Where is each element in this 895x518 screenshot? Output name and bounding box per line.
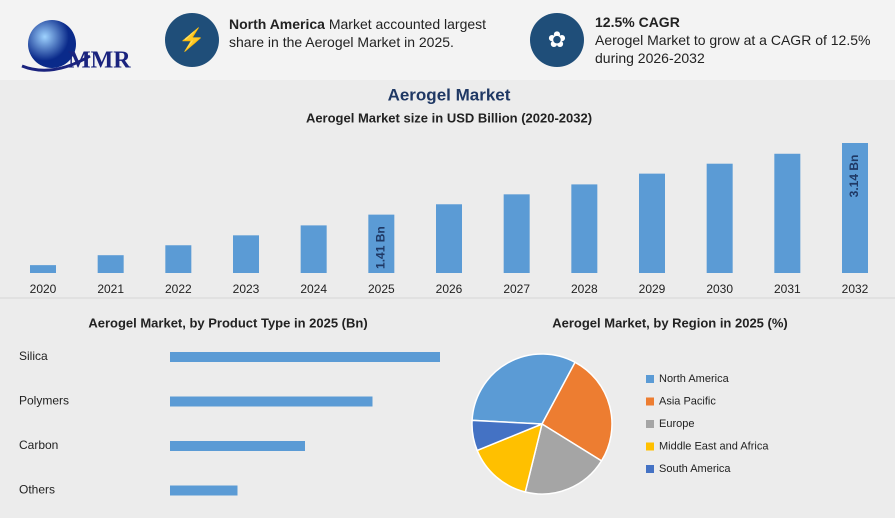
x-tick-label: 2026 [436, 282, 463, 296]
bar [30, 265, 56, 273]
bar [368, 214, 395, 273]
legend-swatch [646, 442, 654, 451]
legend-label: Europe [659, 418, 694, 430]
bar [503, 194, 530, 273]
bar [170, 485, 238, 496]
legend-label: Middle East and Africa [659, 440, 769, 452]
legend-label: Asia Pacific [659, 395, 716, 407]
x-tick-label: 2021 [97, 282, 124, 296]
category-label: Others [19, 483, 55, 497]
chart-subtitle: Aerogel Market size in USD Billion (2020… [306, 110, 592, 125]
x-tick-label: 2027 [503, 282, 530, 296]
logo-text: MMR [68, 48, 131, 74]
bar [842, 143, 868, 273]
pie-slice [524, 422, 603, 495]
info-card: North America Market accounted largest s… [229, 15, 509, 51]
pie-slice [471, 353, 577, 425]
chart-title: Aerogel Market [388, 85, 511, 104]
bar [436, 204, 462, 273]
card-text: Aerogel Market to grow at a CAGR of 12.5… [595, 32, 871, 66]
bar [300, 225, 327, 273]
card-title: 12.5% CAGR [595, 14, 680, 30]
icon: ✿ [530, 13, 584, 67]
header [0, 0, 895, 80]
category-label: Polymers [19, 394, 69, 408]
legend-swatch [646, 465, 654, 473]
x-tick-label: 2031 [774, 282, 801, 296]
chart-title: Aerogel Market, by Product Type in 2025 … [88, 315, 367, 330]
legend-swatch [646, 397, 654, 406]
x-tick-label: 2032 [842, 282, 869, 296]
x-tick-label: 2023 [233, 282, 260, 296]
bar [170, 396, 373, 407]
legend-swatch [646, 420, 654, 428]
x-tick-label: 2028 [571, 282, 598, 296]
bar [706, 163, 733, 273]
bar [571, 184, 598, 273]
category-label: Silica [19, 349, 48, 363]
pie-slice [476, 422, 544, 493]
logo-globe [28, 20, 76, 68]
card-title: North America [229, 16, 325, 32]
x-tick-label: 2024 [300, 282, 327, 296]
bar [774, 153, 801, 273]
legend-label: South America [659, 463, 731, 475]
x-tick-label: 2022 [165, 282, 192, 296]
bar [165, 245, 192, 273]
chart-title: Aerogel Market, by Region in 2025 (%) [552, 315, 788, 330]
x-tick-label: 2020 [30, 282, 57, 296]
bar [233, 235, 259, 273]
value-label: 3.14 Bn [847, 155, 861, 198]
x-tick-label: 2030 [706, 282, 733, 296]
value-label: 1.41 Bn [374, 226, 388, 269]
x-tick-label: 2029 [639, 282, 666, 296]
card-text: Market accounted largest share in the Ae… [229, 16, 487, 50]
bar [97, 255, 124, 273]
pie-slice [471, 419, 543, 452]
info-card: 12.5% CAGR Aerogel Market to grow at a CA… [595, 13, 880, 67]
bar [170, 352, 440, 362]
category-label: Carbon [19, 438, 58, 452]
legend-label: North America [659, 373, 730, 385]
legend-swatch [646, 375, 654, 383]
x-tick-label: 2025 [368, 282, 395, 296]
icon: ⚡ [165, 13, 219, 67]
logo-swoosh [21, 54, 91, 72]
pie-slice [541, 361, 613, 462]
bar [170, 441, 305, 451]
bar [639, 173, 665, 273]
